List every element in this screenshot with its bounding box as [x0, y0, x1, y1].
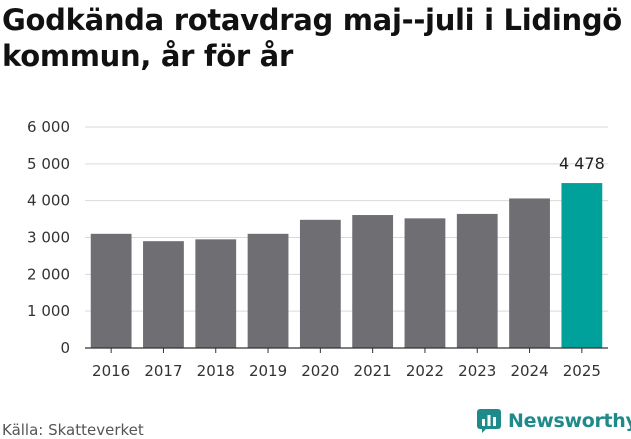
x-tick-label: 2025	[563, 362, 601, 380]
bar-2022	[404, 218, 446, 348]
y-tick-label: 0	[60, 339, 70, 357]
bar-2025	[561, 183, 603, 348]
y-tick-label: 3 000	[27, 229, 70, 247]
bar-2021	[352, 215, 394, 348]
x-tick-label: 2021	[354, 362, 392, 380]
source-note: Källa: Skatteverket	[2, 421, 144, 439]
x-axis	[85, 347, 608, 353]
bar-2018	[195, 239, 237, 348]
bars	[90, 183, 603, 348]
x-tick-label: 2017	[144, 362, 182, 380]
y-tick-label: 5 000	[27, 155, 70, 173]
y-tick-label: 4 000	[27, 192, 70, 210]
newsworthy-logo-icon	[477, 409, 501, 433]
y-tick-label: 2 000	[27, 265, 70, 283]
brand-name: Newsworthy	[508, 410, 631, 432]
chart-title: Godkända rotavdrag maj--juli i Lidingö k…	[2, 3, 622, 73]
data-label: 4 478	[559, 154, 605, 173]
bar-2024	[509, 198, 550, 348]
brand: Newsworthy	[476, 408, 631, 434]
x-tick-label: 2022	[406, 362, 444, 380]
x-axis-ticks: 2016 2017 2018 2019 2020 2021 2022 2023 2024 2025	[92, 362, 601, 380]
bar-2020	[299, 219, 341, 348]
x-tick-label: 2020	[301, 362, 339, 380]
bar-2016	[90, 233, 132, 348]
x-tick-label: 2023	[458, 362, 496, 380]
y-tick-label: 6 000	[27, 118, 70, 136]
y-axis-ticks: 0 1 000 2 000 3 000 4 000 5 000 6 000	[27, 118, 70, 357]
data-labels: 4 478	[559, 154, 605, 173]
x-tick-label: 2019	[249, 362, 287, 380]
bar-2017	[143, 241, 184, 348]
x-tick-label: 2018	[197, 362, 235, 380]
bar-2023	[456, 213, 498, 348]
x-tick-label: 2016	[92, 362, 130, 380]
y-tick-label: 1 000	[27, 302, 70, 320]
bar-2019	[247, 233, 289, 348]
x-tick-label: 2024	[510, 362, 548, 380]
